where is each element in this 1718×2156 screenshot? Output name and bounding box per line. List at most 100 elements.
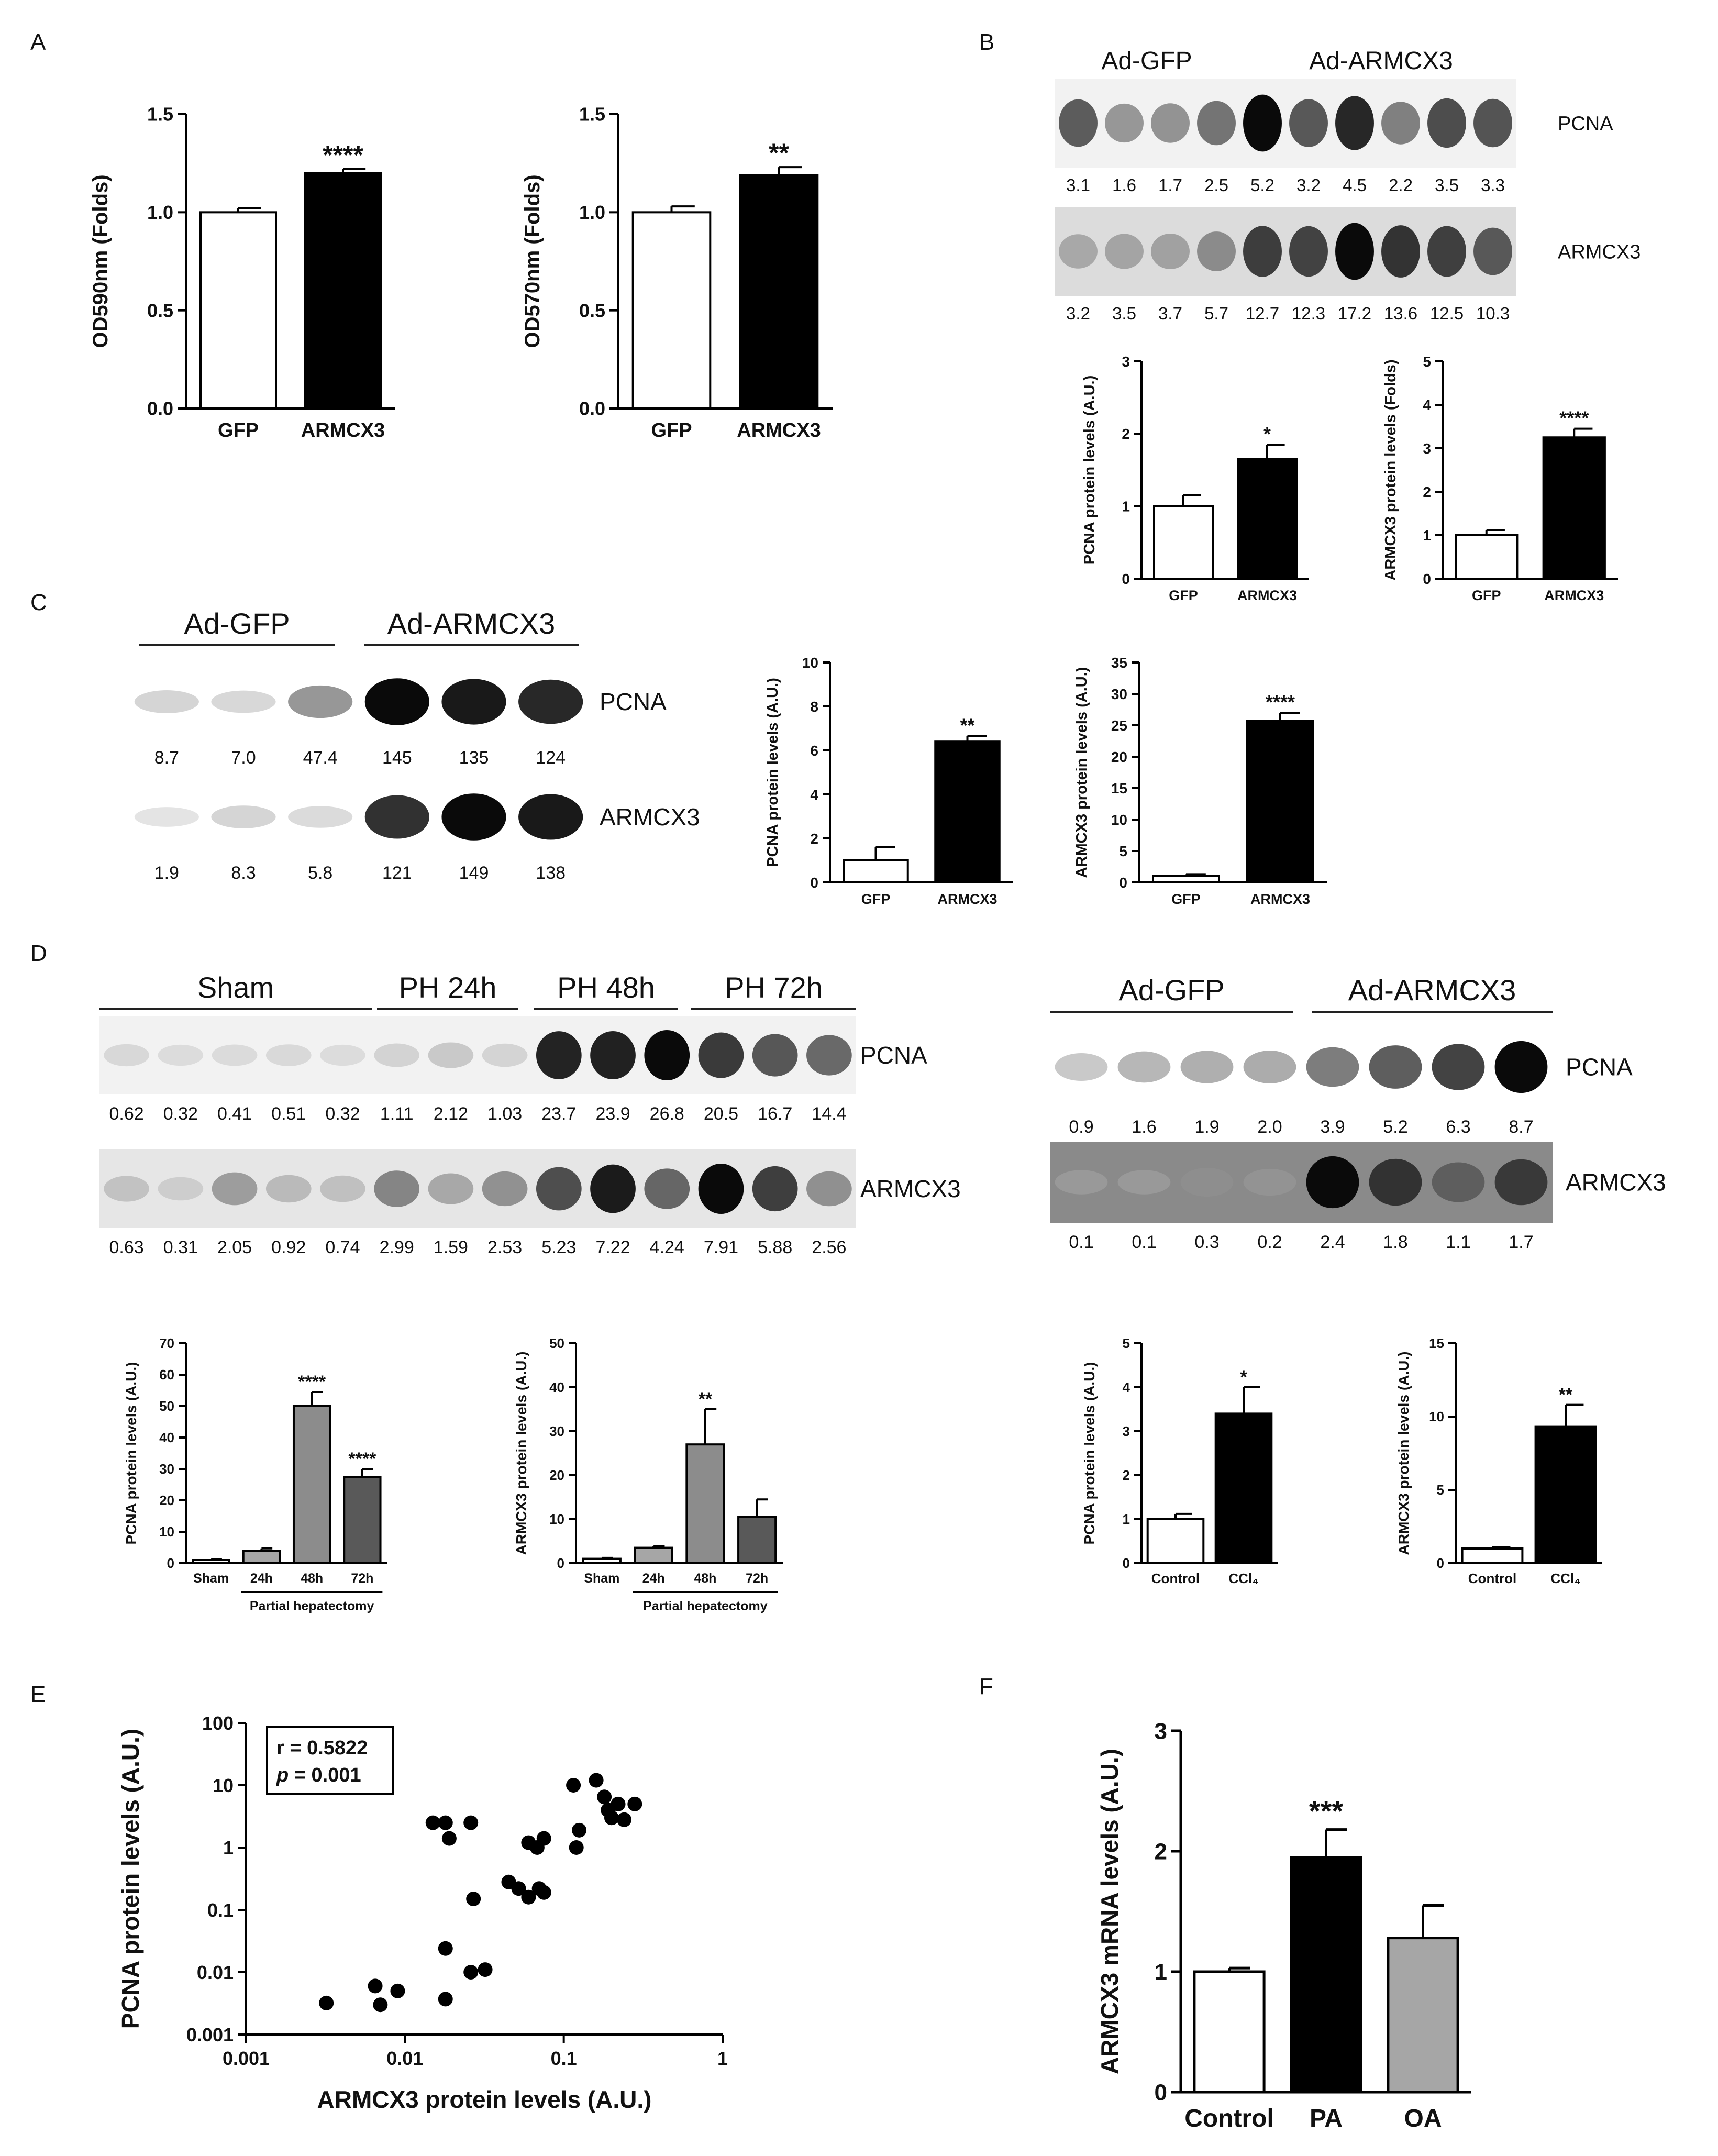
band-density-value: 2.05: [217, 1237, 252, 1257]
band-density-value: 0.92: [271, 1237, 306, 1257]
y-tick-label: 15: [1111, 780, 1127, 797]
band-density-value: 0.32: [325, 1104, 360, 1124]
y-tick-label: 2: [1122, 426, 1130, 442]
blot-band: [482, 1043, 528, 1067]
blot-band: [212, 1044, 258, 1066]
blot-group-label: Ad-GFP: [1118, 974, 1224, 1007]
band-density-value: 2.56: [812, 1237, 846, 1257]
band-density-value: 1.8: [1383, 1232, 1407, 1252]
y-tick-label: 5: [1423, 353, 1431, 370]
band-density-value: 10.3: [1476, 304, 1510, 323]
significance-label: ***: [1309, 1795, 1344, 1828]
blot-band: [518, 794, 583, 840]
band-density-value: 3.9: [1320, 1117, 1345, 1137]
x-tick-label: GFP: [1171, 891, 1201, 907]
blot-band: [374, 1043, 420, 1067]
scatter-point: [589, 1773, 604, 1788]
significance-label: **: [1559, 1385, 1573, 1405]
band-density-value: 12.7: [1246, 304, 1279, 323]
y-tick-label: 30: [1111, 686, 1127, 702]
y-tick-label: 0: [1155, 2080, 1167, 2105]
blot-row-label: ARMCX3: [1566, 1169, 1666, 1196]
chart-b2-armcx3: 0 1 2 3 4 5 ARMCX3 protein levels (Folds) GFP AR…: [1382, 353, 1618, 603]
blot-band: [1432, 1044, 1485, 1090]
band-density-value: 14.4: [812, 1104, 846, 1124]
x-tick-label: Control: [1468, 1571, 1516, 1586]
y-tick-label: 40: [159, 1430, 174, 1445]
blot-band: [1306, 1156, 1359, 1209]
scatter-point: [441, 1831, 457, 1846]
band-density-value: 2.5: [1204, 175, 1228, 195]
blot-band: [1105, 103, 1144, 143]
band-density-value: 12.5: [1430, 304, 1464, 323]
bar: [634, 1546, 673, 1565]
bar: [1461, 1547, 1524, 1564]
blot-band: [265, 1175, 312, 1203]
band-density-value: 0.51: [271, 1104, 306, 1124]
band-density-value: 2.12: [434, 1104, 468, 1124]
blot-band: [320, 1044, 365, 1066]
band-density-value: 8.7: [1509, 1117, 1533, 1137]
band-density-value: 2.99: [380, 1237, 414, 1257]
y-tick-label: 0.5: [147, 300, 173, 321]
band-density-value: 1.9: [1194, 1117, 1219, 1137]
band-density-value: 5.2: [1250, 175, 1274, 195]
band-density-value: 1.11: [380, 1104, 414, 1124]
band-density-value: 0.1: [1132, 1232, 1156, 1252]
y-axis-label: OD570nm (Folds): [521, 174, 544, 348]
scatter-point: [627, 1796, 642, 1811]
band-density-value: 3.5: [1435, 175, 1459, 195]
blot-strip: [128, 665, 589, 738]
band-density-value: 3.5: [1112, 304, 1136, 323]
y-tick-label: 0.001: [186, 2024, 234, 2046]
blot-band: [158, 1044, 204, 1066]
x-tick-label: 48h: [301, 1571, 323, 1586]
blot-strip: [128, 780, 589, 854]
blot-band: [482, 1171, 528, 1207]
blot-band: [134, 690, 199, 713]
scatter-point: [319, 1995, 334, 2010]
y-tick-label: 10: [1429, 1409, 1444, 1424]
blot-band: [288, 806, 353, 828]
blot-band: [1335, 223, 1374, 280]
blot-band: [806, 1035, 852, 1076]
y-tick-label: 70: [159, 1335, 174, 1351]
blot-group-label: Sham: [197, 971, 274, 1004]
blot-band: [1151, 103, 1190, 143]
blot-band: [288, 685, 353, 718]
band-density-value: 149: [459, 863, 489, 883]
scatter-point: [463, 1815, 479, 1830]
y-tick-label: 0: [1423, 571, 1431, 587]
panel-label-a: A: [30, 29, 46, 55]
y-tick-label: 35: [1111, 655, 1127, 671]
y-tick-label: 5: [1437, 1482, 1444, 1498]
band-density-value: 0.41: [217, 1104, 252, 1124]
band-density-value: 47.4: [303, 748, 338, 768]
blot-band: [1243, 94, 1282, 152]
x-axis-label: ARMCX3 protein levels (A.U.): [317, 2086, 652, 2113]
x-tick-label: 72h: [351, 1571, 373, 1586]
y-tick-label: 10: [549, 1511, 564, 1527]
blot-band: [1427, 98, 1466, 148]
x-tick-label: 1: [717, 2048, 728, 2069]
x-axis-label: Partial hepatectomy: [250, 1599, 374, 1613]
x-tick-label: GFP: [651, 419, 692, 441]
scatter-point: [536, 1831, 551, 1846]
band-density-value: 0.2: [1257, 1232, 1282, 1252]
y-tick-label: 100: [202, 1712, 234, 1734]
y-axis-label: PCNA protein levels (A.U.): [1081, 375, 1098, 565]
significance-label: **: [960, 715, 974, 736]
band-density-value: 1.03: [487, 1104, 522, 1124]
western-blot-d-left: Sham PH 24h PH 48h PH 72h 0.62 0.32 0.41 0.51 0.…: [99, 971, 961, 1257]
blot-band: [1180, 1167, 1234, 1197]
blot-band: [1055, 1170, 1108, 1195]
western-blot-b: Ad-GFP Ad-ARMCX3 3.1 1.6 1.7 2.5 5.2 3.2 4.5 2.2 3…: [1055, 47, 1641, 323]
significance-label: ****: [298, 1372, 326, 1392]
x-tick-label: GFP: [861, 891, 891, 907]
scatter-point: [463, 1965, 479, 1980]
scatter-point: [425, 1815, 440, 1830]
y-tick-label: 10: [802, 655, 818, 671]
band-density-value: 3.2: [1066, 304, 1090, 323]
blot-band: [1197, 231, 1236, 271]
correlation-p: p = 0.001: [276, 1764, 361, 1786]
